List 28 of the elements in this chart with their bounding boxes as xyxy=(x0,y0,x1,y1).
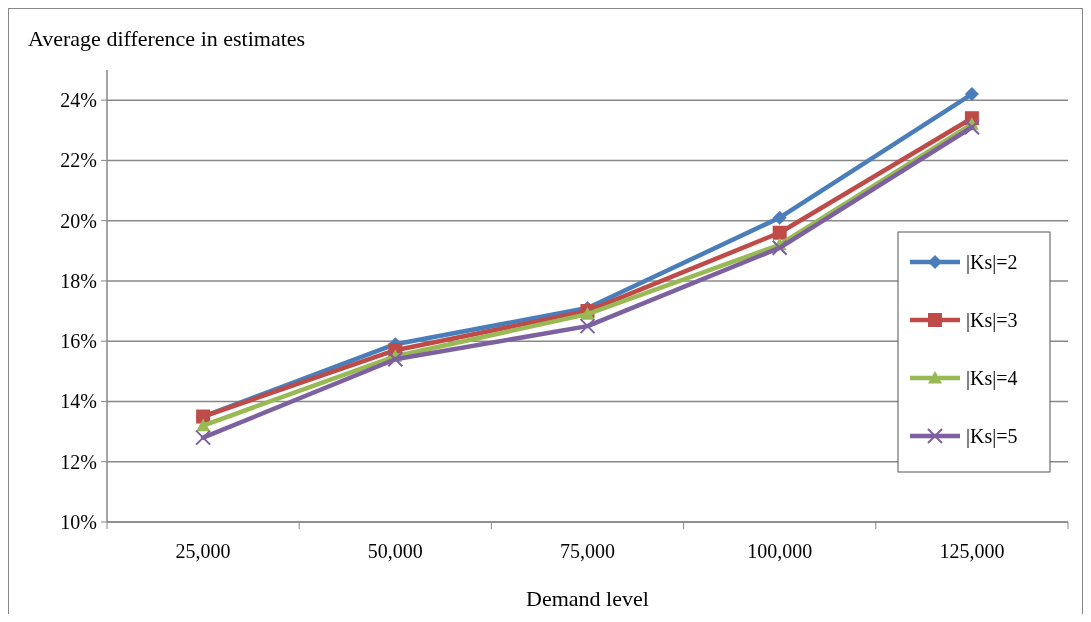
x-tick-label: 125,000 xyxy=(939,540,1005,562)
y-tick-label: 24% xyxy=(60,89,97,112)
legend-label: |Ks|=3 xyxy=(966,309,1018,332)
point xyxy=(964,87,979,102)
point xyxy=(772,225,787,240)
point xyxy=(579,318,596,335)
legend-label: |Ks|=4 xyxy=(966,367,1018,390)
point xyxy=(195,429,212,446)
y-tick-label: 20% xyxy=(60,209,97,232)
y-tick-label: 10% xyxy=(60,511,97,533)
x-tick-label: 25,000 xyxy=(175,540,231,562)
x-tick-label: 75,000 xyxy=(560,540,615,562)
y-tick-label: 12% xyxy=(60,450,97,473)
point xyxy=(771,239,788,256)
point xyxy=(963,119,980,136)
legend-label: |Ks|=5 xyxy=(966,425,1018,448)
x-axis-title: Demand level xyxy=(526,586,649,611)
y-tick-label: 18% xyxy=(60,269,97,292)
y-tick-label: 16% xyxy=(60,330,97,353)
legend-label: |Ks|=2 xyxy=(966,251,1018,274)
y-tick-label: 14% xyxy=(60,390,97,413)
point xyxy=(772,210,787,225)
x-tick-label: 50,000 xyxy=(367,540,423,562)
y-tick-label: 22% xyxy=(60,149,97,172)
point xyxy=(196,418,211,432)
point xyxy=(387,351,404,368)
x-tick-label: 100,000 xyxy=(747,540,813,562)
chart-title: Average difference in estimates xyxy=(28,26,306,51)
